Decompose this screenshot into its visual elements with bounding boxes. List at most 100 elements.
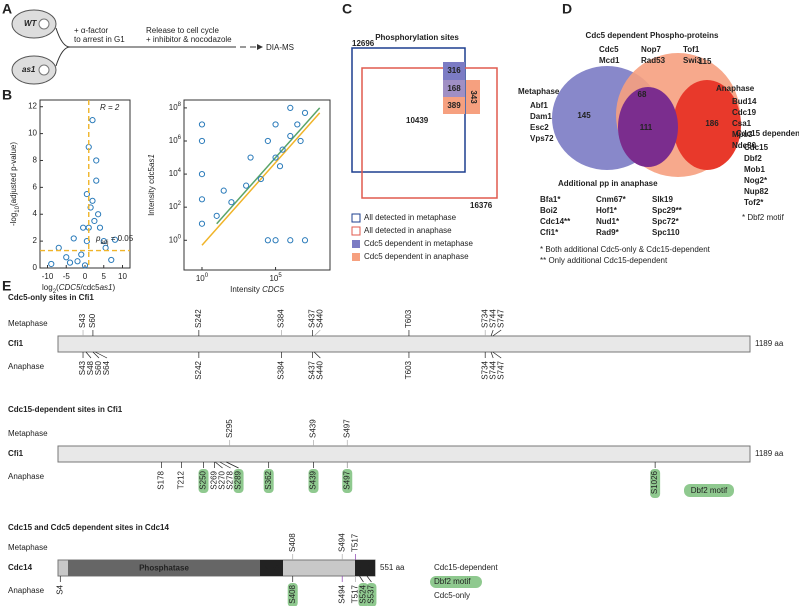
legend-entry: Cdc5 dependent in metaphase: [364, 239, 474, 248]
data-point: [83, 190, 90, 198]
site-label: S269: [210, 470, 219, 489]
y-tick-label: 108: [169, 101, 182, 112]
dbf2-box: [366, 583, 377, 606]
panel-title: Phosphorylation sites: [375, 33, 459, 42]
data-point: [198, 220, 206, 227]
note: Dbf2 motif: [691, 486, 728, 495]
label-part: CDC5: [59, 283, 81, 292]
dbf2-box: [430, 576, 482, 588]
site-label: S384: [277, 360, 286, 379]
strain-label: WT: [24, 19, 38, 28]
gene: Cnm67*: [596, 195, 627, 204]
domain-label: NLS: [357, 564, 374, 573]
data-point: [80, 224, 87, 231]
panel-c-graphics: [351, 47, 498, 261]
count: 115: [699, 57, 712, 66]
length-label: 551 aa: [380, 563, 405, 572]
data-point: [228, 199, 235, 206]
axis-label: -log10(adjusted p-value): [9, 142, 20, 226]
x-tick-label: 105: [269, 273, 282, 284]
row-label: Anaphase: [8, 472, 45, 481]
tick-text: 2: [33, 236, 38, 245]
tick-text: 10: [28, 129, 37, 138]
site-label: S295: [225, 419, 234, 438]
footnote: * Dbf2 motif: [742, 213, 785, 222]
domain-label: Phosphatase: [139, 564, 189, 573]
label-part: (adjusted p-value): [9, 142, 18, 206]
site-label: S744: [488, 360, 497, 379]
gene: Cdc19: [732, 108, 757, 117]
readout-text: DIA-MS: [266, 43, 294, 52]
gene: Dam1: [530, 112, 552, 121]
y-tick-label: 10: [28, 129, 37, 138]
plot-frame: [183, 99, 331, 271]
site-leader: [492, 329, 502, 337]
gene: Spc29**: [652, 206, 683, 215]
data-point: [198, 137, 206, 145]
gene: Nup82: [744, 187, 769, 196]
x-tick-label: 5: [102, 272, 107, 281]
site-leader: [219, 461, 231, 469]
data-point: [70, 235, 77, 242]
y-tick-label: 106: [169, 135, 182, 146]
site-leader: [214, 461, 223, 469]
fit-line: [201, 112, 321, 246]
site-label: T212: [176, 470, 185, 489]
site-leader: [490, 351, 494, 359]
gene: Esc2: [530, 123, 549, 132]
panel-label: E: [2, 278, 11, 294]
data-point: [81, 262, 89, 269]
site-label: S437: [307, 309, 316, 328]
count: 389: [447, 101, 461, 110]
data-point: [78, 251, 85, 258]
tick-text: 10: [169, 136, 178, 145]
data-point: [100, 238, 107, 245]
tick-exp: 2: [178, 201, 182, 207]
site-label: S747: [496, 360, 505, 379]
axis-label: log2(CDC5/cdc5as1): [42, 283, 116, 294]
data-point: [93, 157, 100, 164]
gene: Nud1*: [596, 217, 620, 226]
site-label: S497: [342, 470, 351, 489]
data-point: [87, 204, 94, 211]
site-label: S250: [199, 470, 208, 489]
gene: Mps3: [732, 130, 753, 139]
label-part: Intensity: [230, 285, 262, 294]
site-label: S524: [359, 584, 368, 603]
dbf2-box: [263, 469, 274, 493]
site-leader: [92, 351, 100, 359]
label-part: (: [56, 283, 59, 292]
count: 12696: [352, 39, 375, 48]
data-point: [287, 237, 294, 244]
count: 168: [447, 84, 461, 93]
gene: Swi3: [683, 56, 702, 65]
data-point: [63, 254, 70, 261]
y-tick-label: 12: [28, 102, 37, 111]
site-leader: [366, 575, 372, 583]
legend-entry: Cdc5 dependent in anaphase: [364, 252, 469, 261]
x-tick-label: 100: [196, 273, 209, 284]
site-label: S537: [367, 584, 376, 603]
gene: Tof1: [683, 45, 700, 54]
tick-text: 10: [169, 235, 178, 244]
gene: Cdc14**: [540, 217, 571, 226]
tick-exp: 5: [278, 273, 282, 279]
row-label: Anaphase: [8, 586, 45, 595]
y-tick-label: 8: [33, 156, 38, 165]
data-point: [95, 211, 102, 218]
annotation: R = 2: [100, 103, 120, 112]
site-leader: [359, 575, 364, 583]
domain: [260, 560, 283, 576]
data-point: [287, 104, 294, 111]
gene: Bud14: [732, 97, 757, 106]
site-label: S384: [277, 309, 286, 328]
site-leader: [313, 329, 321, 337]
x-tick-label: 10: [118, 272, 127, 281]
legend-entry: Cdc5-only: [434, 591, 470, 600]
count: 145: [577, 111, 591, 120]
label-part: = 0.05: [108, 234, 133, 243]
site-label: S289: [234, 470, 243, 489]
map-title: Cdc15-dependent sites in Cfi1: [8, 405, 123, 414]
y-tick-label: 0: [33, 263, 38, 272]
site-label: S497: [342, 419, 351, 438]
